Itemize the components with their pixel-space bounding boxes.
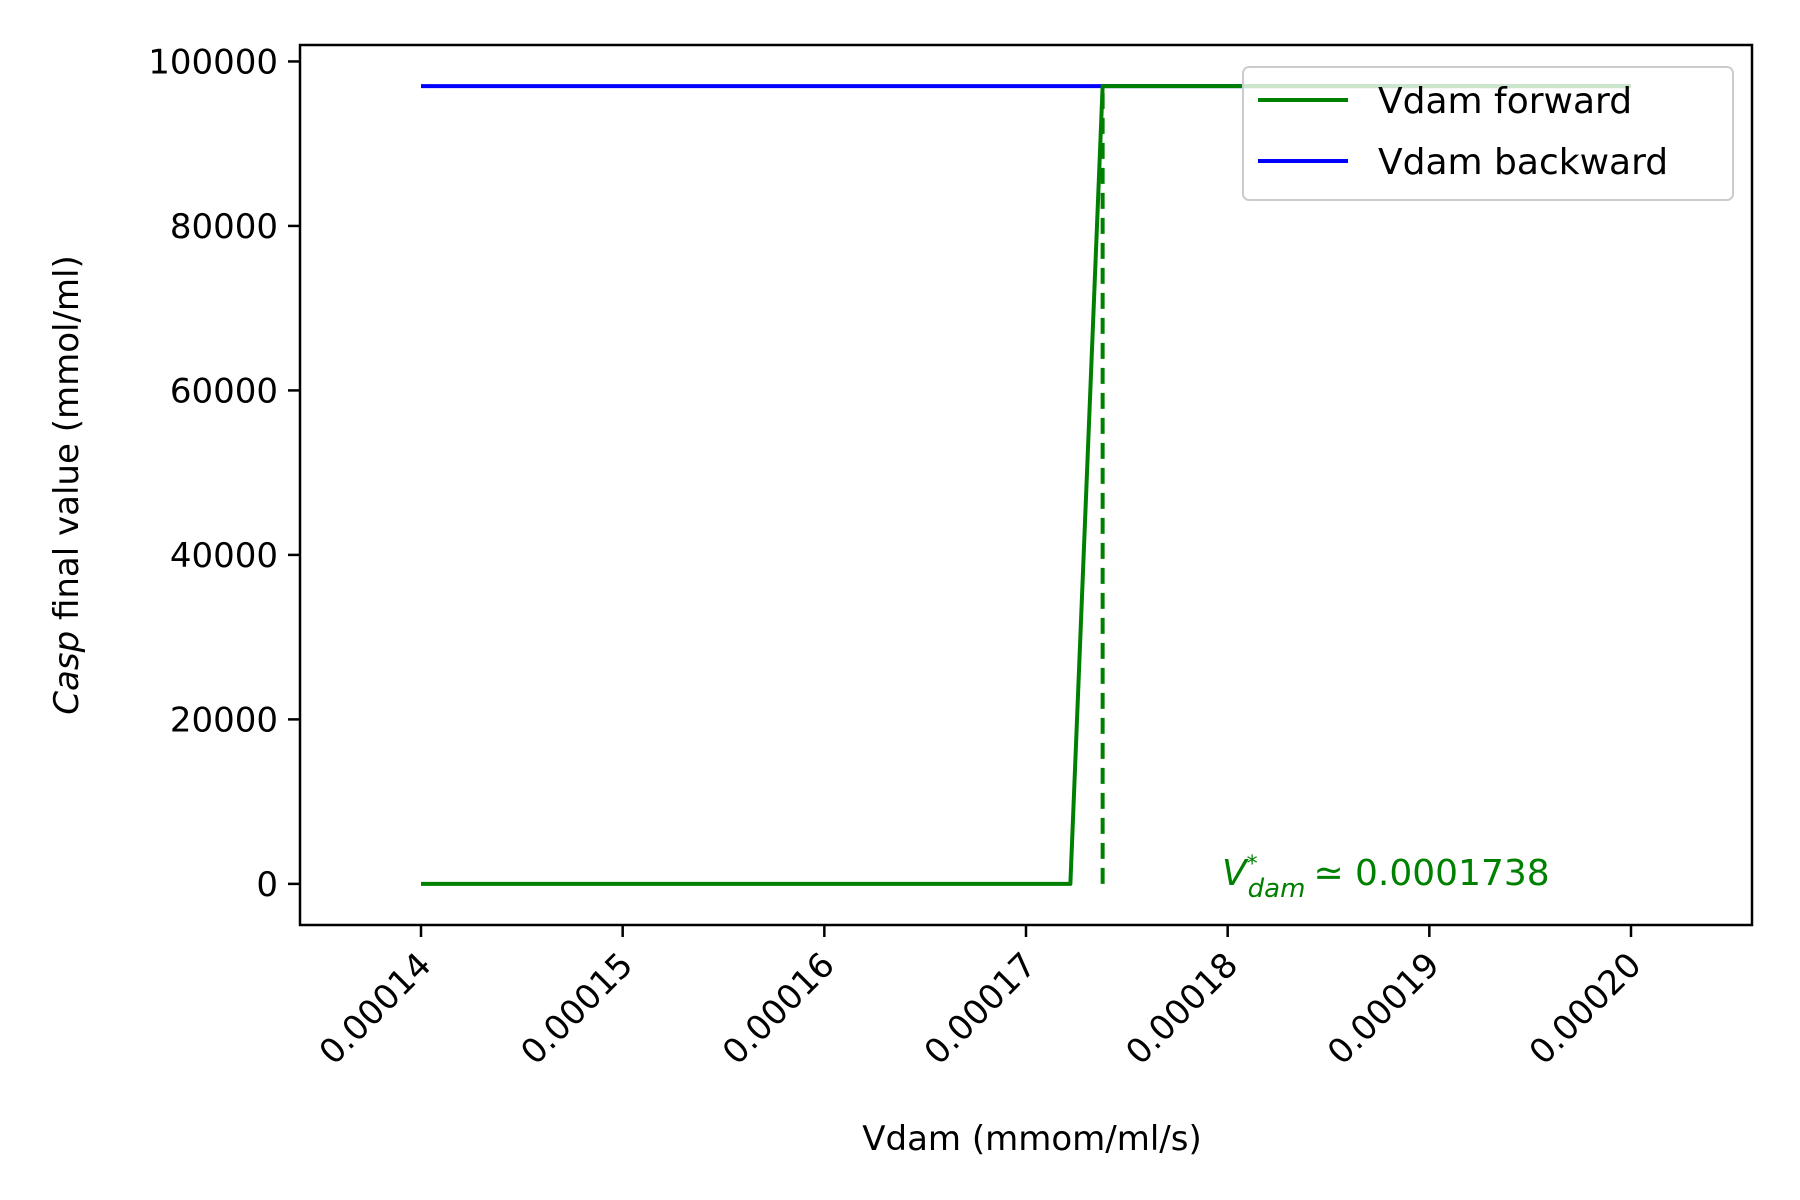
- legend: Vdam forward Vdam backward: [1242, 66, 1734, 201]
- x-tick-label-6: 0.00020: [1522, 945, 1650, 1073]
- y-axis: 0 20000 40000 60000 80000 100000: [148, 42, 300, 905]
- annotation-value: ≃ 0.0001738: [1313, 853, 1549, 894]
- x-tick-label-4: 0.00018: [1118, 945, 1246, 1073]
- legend-label-forward: Vdam forward: [1378, 81, 1632, 122]
- annotation-subscript: dam: [1248, 874, 1306, 904]
- y-axis-label-rest: final value (mmol/ml): [47, 255, 87, 631]
- x-axis-label: Vdam (mmom/ml/s): [862, 1119, 1202, 1159]
- y-tick-label-4: 80000: [170, 207, 278, 247]
- x-tick-label-1: 0.00015: [513, 945, 641, 1073]
- y-tick-label-0: 0: [256, 865, 278, 905]
- x-tick-label-2: 0.00016: [715, 945, 843, 1073]
- annotation-superscript: *: [1247, 852, 1258, 877]
- legend-box: [1242, 66, 1734, 201]
- annotation-symbol: V: [1222, 853, 1249, 894]
- threshold-annotation: V* dam ≃ 0.0001738: [1222, 852, 1550, 904]
- x-axis: 0.00014 0.00015 0.00016 0.00017 0.00018 0.000…: [312, 925, 1650, 1073]
- y-tick-label-1: 20000: [170, 700, 278, 740]
- x-tick-label-5: 0.00019: [1320, 945, 1448, 1073]
- plot-lines: [421, 84, 1631, 886]
- x-tick-label-0: 0.00014: [312, 945, 440, 1073]
- y-tick-label-5: 100000: [148, 42, 278, 82]
- series-line-vdam-forward: [421, 84, 1631, 886]
- y-axis-label-italic: Casp: [47, 631, 87, 715]
- y-tick-label-2: 40000: [170, 536, 278, 576]
- x-tick-label-3: 0.00017: [917, 945, 1045, 1073]
- legend-label-backward: Vdam backward: [1378, 142, 1668, 183]
- y-tick-label-3: 60000: [170, 371, 278, 411]
- threshold-annotation-text: V* dam ≃ 0.0001738: [1222, 852, 1550, 904]
- y-axis-label: Casp final value (mmol/ml): [47, 255, 87, 714]
